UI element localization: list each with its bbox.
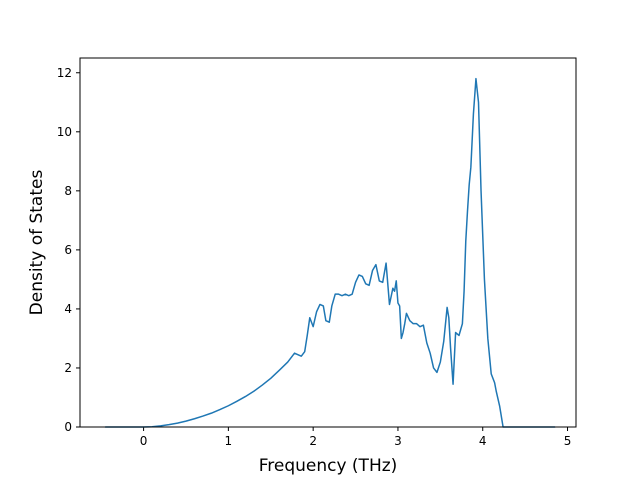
y-tick-label: 2 bbox=[64, 361, 72, 375]
x-tick-label: 4 bbox=[479, 434, 487, 448]
x-tick-label: 5 bbox=[564, 434, 572, 448]
y-tick-label: 12 bbox=[57, 66, 72, 80]
plot-background bbox=[80, 58, 576, 427]
y-tick-label: 6 bbox=[64, 243, 72, 257]
y-tick-label: 4 bbox=[64, 302, 72, 316]
series-layer bbox=[104, 77, 556, 428]
x-tick-label: 0 bbox=[140, 434, 148, 448]
y-tick-label: 10 bbox=[57, 125, 72, 139]
x-tick-label: 1 bbox=[225, 434, 233, 448]
x-axis-label: Frequency (THz) bbox=[259, 456, 398, 476]
plot-frame bbox=[79, 57, 577, 428]
y-axis-label: Density of States bbox=[27, 170, 47, 316]
x-tick-label: 2 bbox=[309, 434, 317, 448]
dos-series-line bbox=[104, 77, 556, 428]
y-tick-label: 8 bbox=[64, 184, 72, 198]
x-tick-label: 3 bbox=[394, 434, 402, 448]
y-tick-label: 0 bbox=[64, 420, 72, 434]
